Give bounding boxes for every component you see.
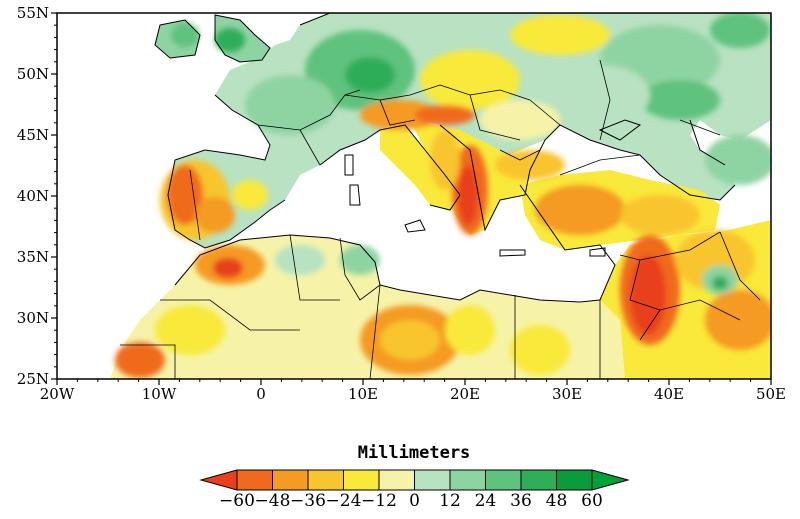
lon-tick-label: 20W — [40, 385, 75, 403]
colorbar-label: −12 — [361, 491, 397, 511]
lat-tick-label: 30N — [17, 309, 49, 327]
lon-tick-label: 40E — [654, 385, 684, 403]
lon-tick-label: 20E — [450, 385, 480, 403]
colorbar-label: −60 — [219, 491, 255, 511]
land-fields — [110, 13, 771, 379]
longitude-axis: 20W 10W 0 10E 20E 30E 40E 50E — [40, 379, 786, 403]
anomaly-patches — [115, 13, 771, 378]
lon-tick-label: 30E — [552, 385, 582, 403]
lon-tick-label: 50E — [756, 385, 786, 403]
colorbar-box — [520, 469, 557, 491]
colorbar-high-arrow — [591, 469, 630, 491]
colorbar-label: 12 — [439, 491, 461, 511]
latitude-axis: 55N 50N 45N 40N 35N 30N 25N — [17, 4, 57, 388]
colorbar-box — [236, 469, 273, 491]
colorbar-box — [343, 469, 380, 491]
colorbar-label: 60 — [581, 491, 603, 511]
lat-tick-label: 25N — [17, 370, 49, 388]
colorbar-label: −24 — [326, 491, 362, 511]
colorbar-title: Millimeters — [358, 443, 471, 463]
lat-tick-label: 35N — [17, 248, 49, 266]
colorbar-low-arrow — [199, 469, 238, 491]
colorbar-label: −48 — [255, 491, 291, 511]
lat-tick-label: 40N — [17, 187, 49, 205]
colorbar-label: 48 — [546, 491, 568, 511]
lat-tick-label: 50N — [17, 65, 49, 83]
colorbar — [199, 469, 630, 491]
lon-tick-label: 0 — [256, 385, 266, 403]
colorbar-label: 0 — [409, 491, 420, 511]
colorbar-box — [556, 469, 593, 491]
colorbar-label: −36 — [290, 491, 326, 511]
lat-tick-label: 55N — [17, 4, 49, 22]
colorbar-box — [414, 469, 451, 491]
coastlines — [154, 13, 736, 303]
colorbar-labels: −60 −48 −36 −24 −12 0 12 24 36 48 60 — [219, 491, 603, 511]
colorbar-label: 24 — [475, 491, 497, 511]
colorbar-box — [449, 469, 486, 491]
colorbar-box — [485, 469, 522, 491]
lon-tick-label: 10E — [348, 385, 378, 403]
lon-tick-label: 10W — [142, 385, 177, 403]
colorbar-box — [378, 469, 415, 491]
country-borders — [120, 59, 761, 379]
land-italy — [380, 125, 460, 210]
colorbar-box — [272, 469, 309, 491]
colorbar-box — [307, 469, 344, 491]
colorbar-label: 36 — [510, 491, 532, 511]
lat-tick-label: 45N — [17, 126, 49, 144]
